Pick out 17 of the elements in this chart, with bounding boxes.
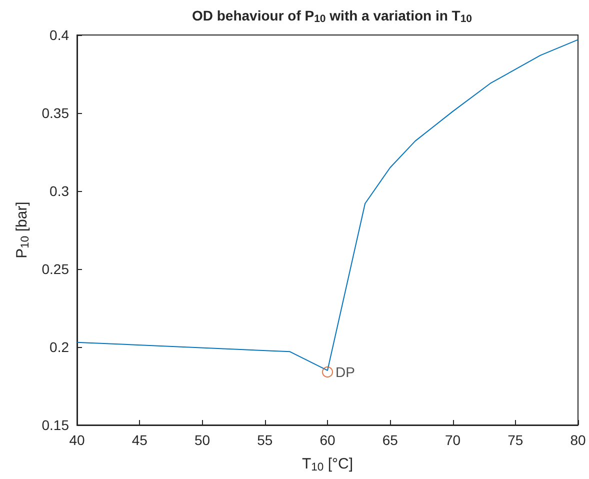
- y-tick-label: 0.25: [42, 261, 70, 277]
- y-tick-label: 0.3: [50, 183, 70, 199]
- y-tick-label: 0.35: [42, 105, 70, 121]
- y-tick-label: 0.15: [42, 417, 70, 433]
- annotation: DP: [336, 364, 355, 380]
- x-tick-label: 45: [132, 432, 148, 448]
- x-tick-label: 80: [570, 432, 586, 448]
- y-axis-title: P10 [bar]: [13, 202, 32, 258]
- x-tick-label: 70: [444, 432, 461, 448]
- x-tick-label: 50: [194, 432, 210, 448]
- x-tick-label: 75: [508, 432, 524, 448]
- y-tick-label: 0.2: [50, 339, 70, 355]
- x-tick-label: 55: [257, 432, 273, 448]
- x-tick-label: 65: [382, 432, 398, 448]
- y-tick-label: 0.4: [50, 27, 70, 43]
- x-tick-label: 40: [69, 432, 85, 448]
- x-tick-label: 60: [320, 432, 336, 448]
